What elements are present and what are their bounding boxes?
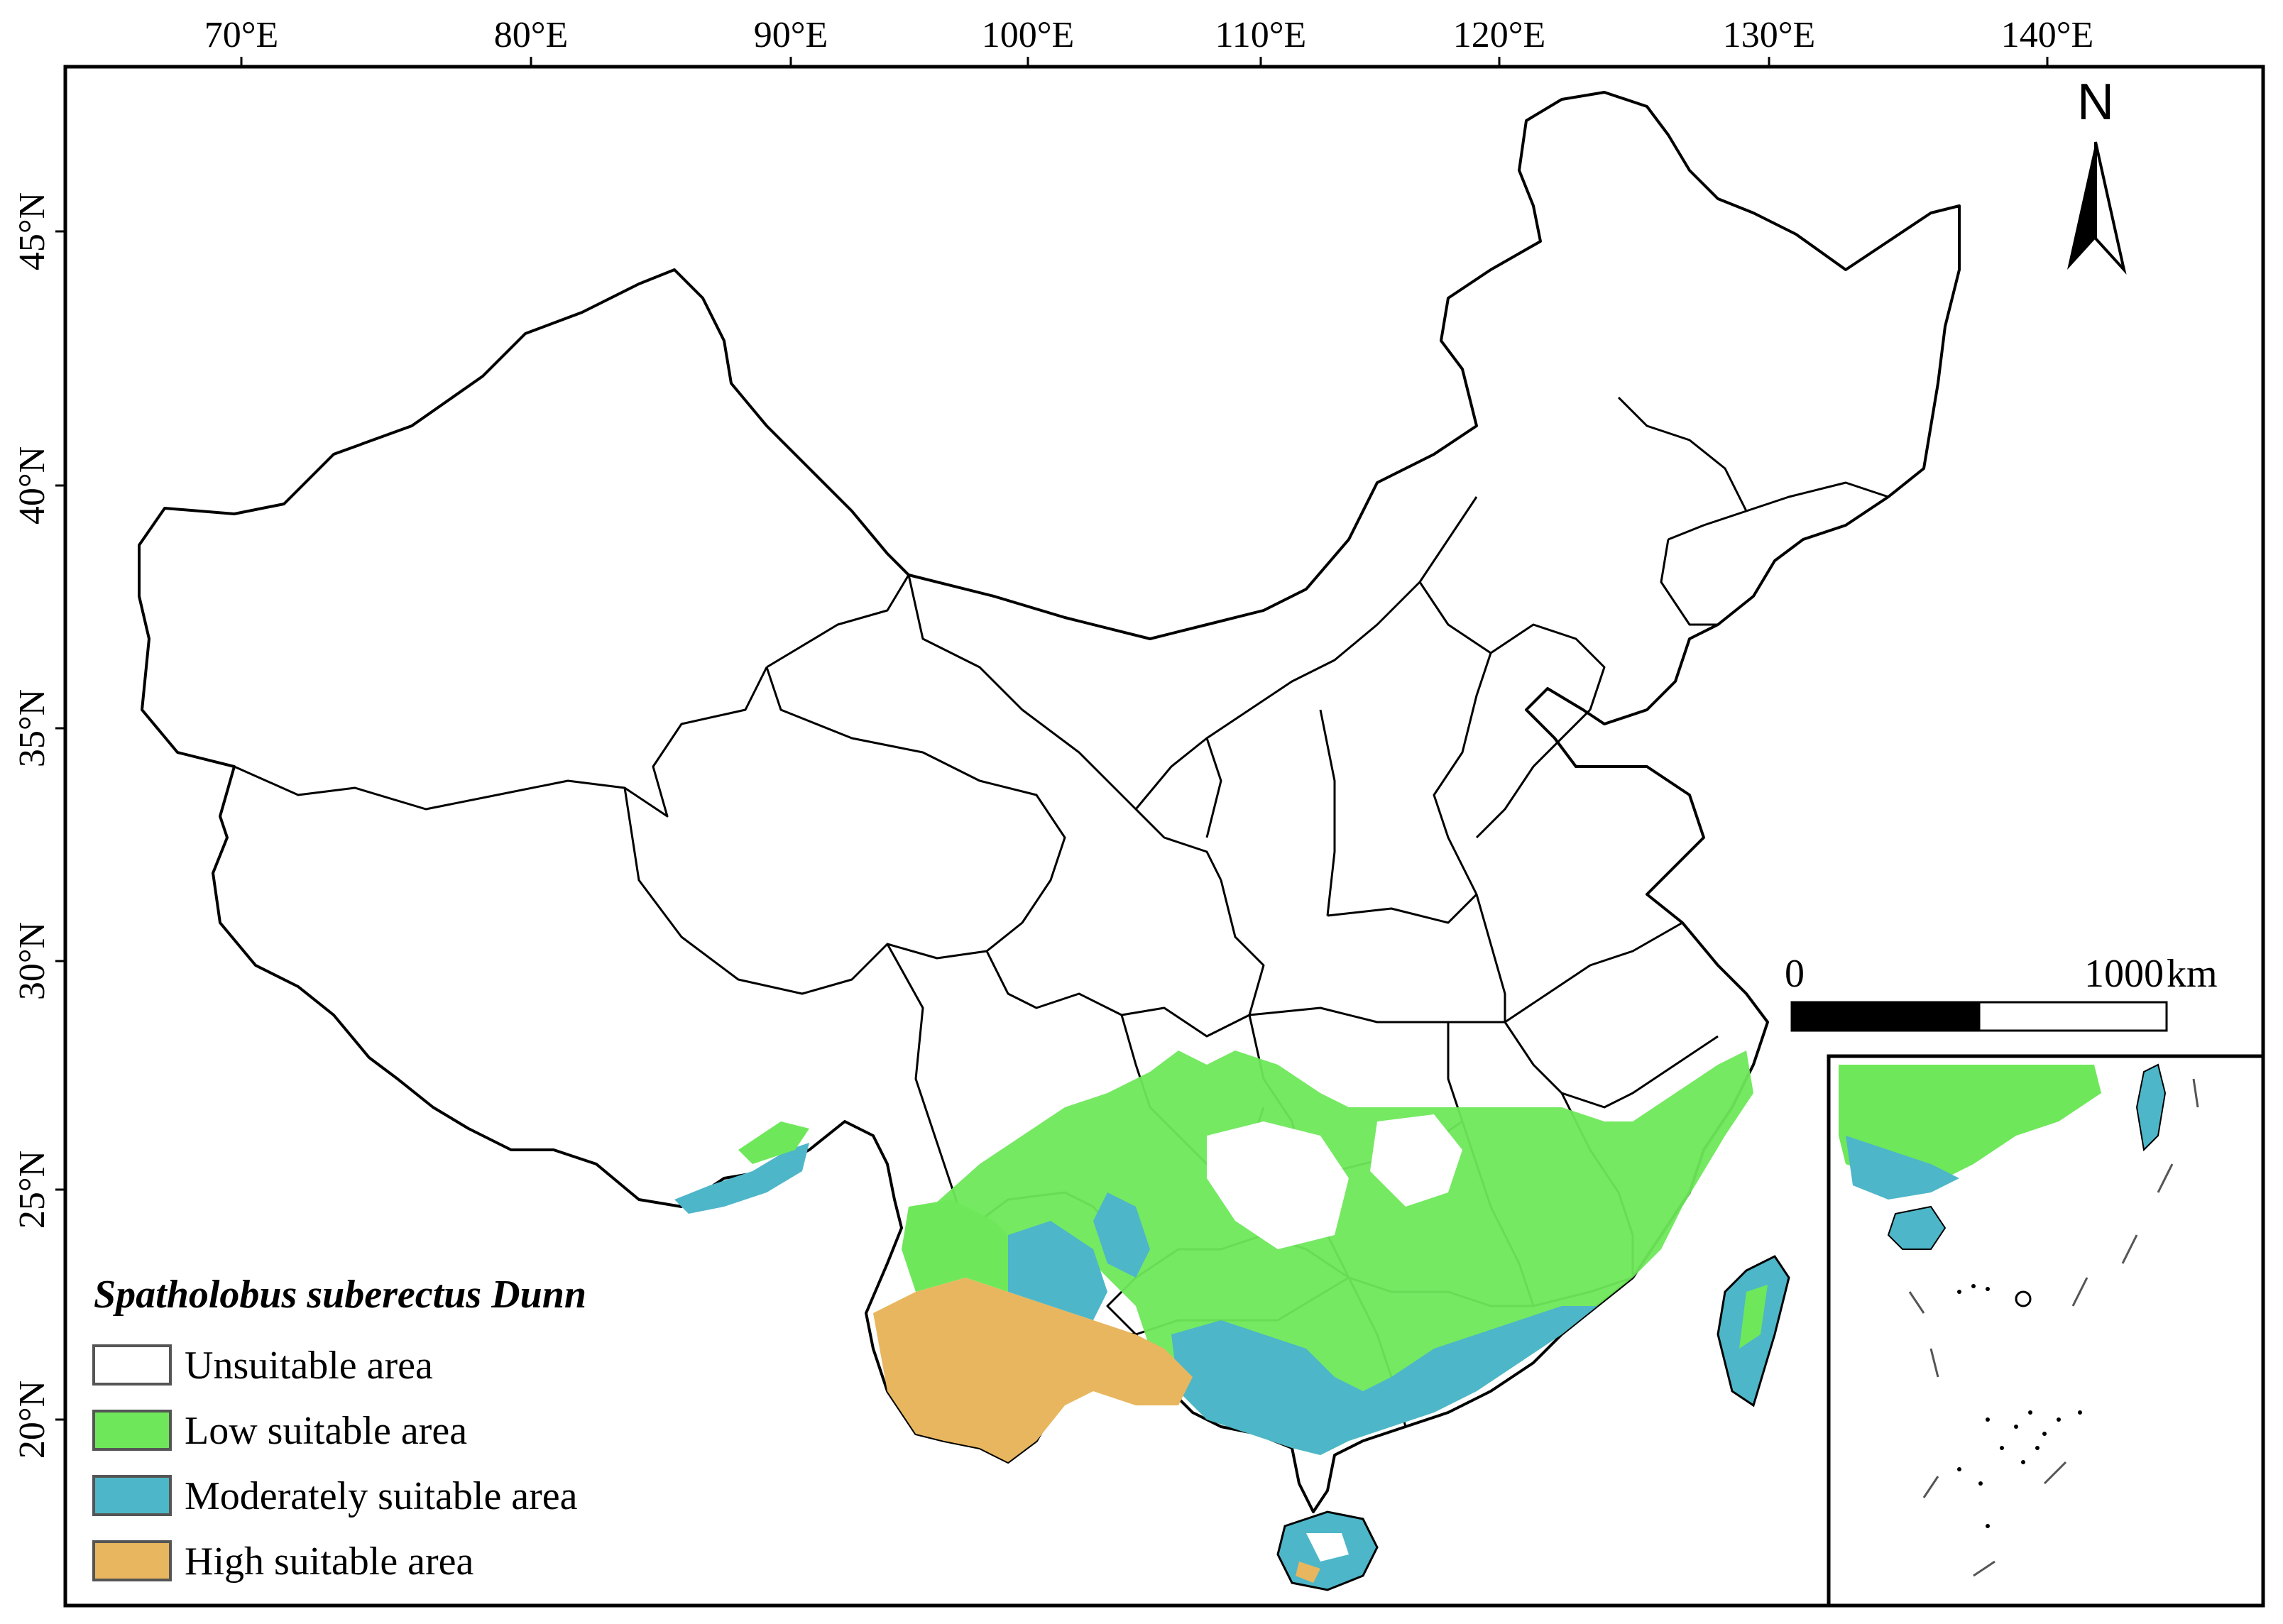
lat-label: 30°N [12, 922, 53, 1000]
lat-label: 25°N [12, 1151, 53, 1229]
moderate-suitable-zone [1171, 1306, 1597, 1455]
legend-swatch-moderate [92, 1475, 172, 1516]
map-frame [63, 65, 2265, 1608]
legend-label-moderate: Moderately suitable area [185, 1474, 578, 1518]
suitability-zones [674, 1050, 1790, 1591]
high-suitable-zone [873, 1278, 1193, 1462]
legend-swatch-low [92, 1410, 172, 1451]
lon-label: 70°E [204, 15, 279, 55]
north-label: N [2077, 74, 2114, 131]
legend-title: Spatholobus suberectus Dunn [94, 1273, 586, 1317]
legend-label-unsuitable: Unsuitable area [185, 1344, 433, 1388]
lon-label: 90°E [754, 15, 828, 55]
scale-unit-label: km [2167, 952, 2218, 996]
lon-label: 100°E [982, 15, 1075, 55]
legend-label-low: Low suitable area [185, 1409, 467, 1453]
legend: Spatholobus suberectus Dunn Unsuitable a… [92, 1273, 586, 1584]
lon-label: 130°E [1723, 15, 1816, 55]
latitude-axis: 45°N 40°N 35°N 30°N 25°N 20°N [12, 192, 65, 1459]
scale-end-label: 1000 [2084, 952, 2164, 996]
lat-label: 45°N [12, 192, 53, 270]
scale-start-label: 0 [1785, 952, 1805, 996]
legend-swatch-high [92, 1540, 172, 1581]
north-arrow-icon: N [2067, 74, 2127, 275]
low-suitable-zone [916, 1050, 1753, 1455]
legend-swatch-unsuitable [92, 1344, 172, 1386]
longitude-axis: 70°E 80°E 90°E 100°E 110°E 120°E 130°E 1… [204, 15, 2094, 67]
legend-label-high: High suitable area [185, 1540, 474, 1584]
scale-bar: 0 1000 km [1785, 952, 2218, 1032]
lon-label: 80°E [494, 15, 569, 55]
inset-map [1827, 1054, 2265, 1608]
lon-label: 120°E [1453, 15, 1546, 55]
lon-label: 110°E [1215, 15, 1307, 55]
lat-label: 40°N [12, 446, 53, 525]
lat-label: 35°N [12, 689, 53, 767]
lat-label: 20°N [12, 1381, 53, 1459]
lon-label: 140°E [2001, 15, 2094, 55]
